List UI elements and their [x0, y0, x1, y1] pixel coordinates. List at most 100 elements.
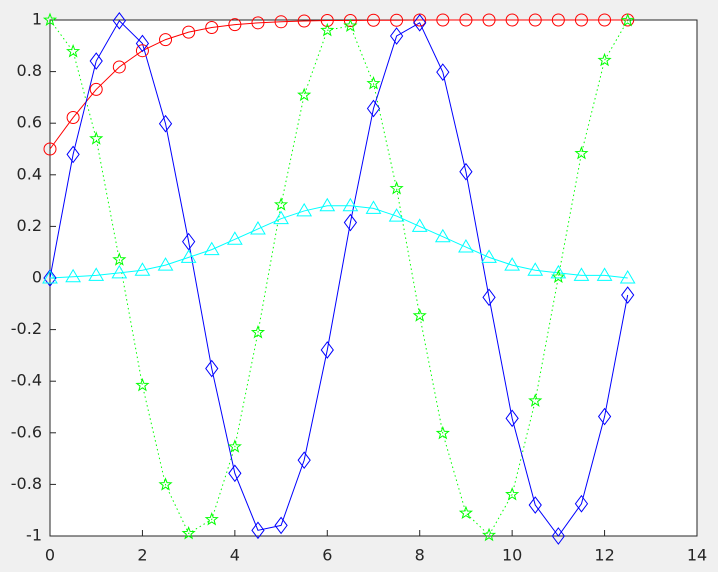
- point: [550, 264, 567, 279]
- plot-area: [49, 19, 698, 537]
- series-line: [49, 19, 628, 150]
- point: [505, 13, 519, 27]
- point: [111, 264, 128, 279]
- point: [551, 269, 566, 283]
- point: [459, 162, 473, 181]
- point: [274, 516, 288, 535]
- x-tick-label: 14: [687, 546, 707, 565]
- point: [88, 267, 105, 281]
- point: [366, 76, 381, 90]
- point: [481, 527, 497, 542]
- point: [458, 505, 474, 520]
- point: [411, 218, 428, 232]
- point: [228, 18, 242, 32]
- point: [297, 14, 311, 28]
- point: [505, 487, 520, 501]
- point: [89, 82, 103, 96]
- point: [135, 34, 150, 53]
- point: [388, 208, 405, 222]
- point: [43, 142, 57, 156]
- x-tick-label: 10: [502, 546, 522, 565]
- point: [251, 521, 265, 540]
- point: [505, 409, 519, 428]
- y-tick-label: -1: [26, 526, 42, 545]
- point: [226, 231, 243, 245]
- point: [458, 239, 474, 253]
- point: [203, 241, 220, 256]
- point: [412, 308, 427, 322]
- point: [343, 14, 357, 28]
- y-tick-label: 0.6: [17, 113, 42, 132]
- point: [551, 527, 565, 545]
- point: [389, 181, 404, 195]
- point: [365, 200, 382, 214]
- y-tick-label: -0.2: [11, 319, 42, 338]
- point: [435, 425, 450, 440]
- point: [367, 13, 380, 27]
- point: [273, 197, 289, 211]
- x-tick-label: 8: [415, 546, 425, 565]
- series-line: [49, 19, 629, 537]
- point: [551, 13, 565, 27]
- point: [528, 13, 542, 27]
- point: [596, 267, 613, 281]
- point: [250, 220, 266, 235]
- point: [413, 13, 427, 27]
- point: [158, 477, 173, 491]
- point: [296, 202, 313, 217]
- point: [250, 324, 266, 339]
- point: [434, 228, 451, 243]
- point: [112, 252, 127, 266]
- point: [366, 99, 381, 118]
- x-tick-label: 12: [594, 546, 614, 565]
- y-tick-label: 0: [32, 268, 42, 287]
- y-tick-label: 1: [32, 10, 42, 29]
- point: [482, 13, 496, 27]
- point: [528, 393, 543, 407]
- point: [42, 12, 58, 27]
- point: [482, 288, 496, 307]
- point: [157, 257, 174, 271]
- point: [619, 270, 636, 284]
- point: [527, 262, 544, 276]
- point: [389, 27, 404, 45]
- point: [251, 16, 265, 30]
- y-tick-label: -0.6: [11, 422, 42, 441]
- point: [112, 60, 126, 74]
- point: [89, 131, 104, 145]
- point: [159, 33, 173, 47]
- point: [342, 197, 359, 212]
- point: [413, 14, 427, 32]
- point: [319, 197, 336, 212]
- y-tick-label: -0.8: [11, 474, 42, 493]
- point: [205, 359, 219, 378]
- point: [205, 20, 219, 34]
- point: [228, 464, 242, 483]
- point: [112, 11, 126, 30]
- point: [598, 13, 612, 27]
- point: [597, 52, 612, 67]
- point: [459, 13, 473, 27]
- point: [182, 25, 196, 39]
- point: [574, 494, 589, 513]
- x-tick-label: 4: [230, 546, 240, 565]
- y-tick-label: 0.2: [17, 216, 42, 235]
- point: [343, 213, 358, 232]
- point: [574, 13, 588, 27]
- point: [274, 15, 288, 29]
- point: [297, 87, 312, 102]
- point: [320, 341, 334, 359]
- point: [320, 22, 335, 37]
- y-tick-label: -0.4: [11, 371, 42, 390]
- point: [66, 145, 80, 164]
- point: [42, 270, 58, 284]
- x-tick-label: 6: [322, 546, 332, 565]
- point: [574, 145, 589, 160]
- point: [343, 18, 358, 32]
- point: [66, 44, 81, 58]
- point: [66, 111, 80, 125]
- point: [528, 496, 542, 514]
- point: [390, 13, 404, 27]
- point: [180, 249, 197, 263]
